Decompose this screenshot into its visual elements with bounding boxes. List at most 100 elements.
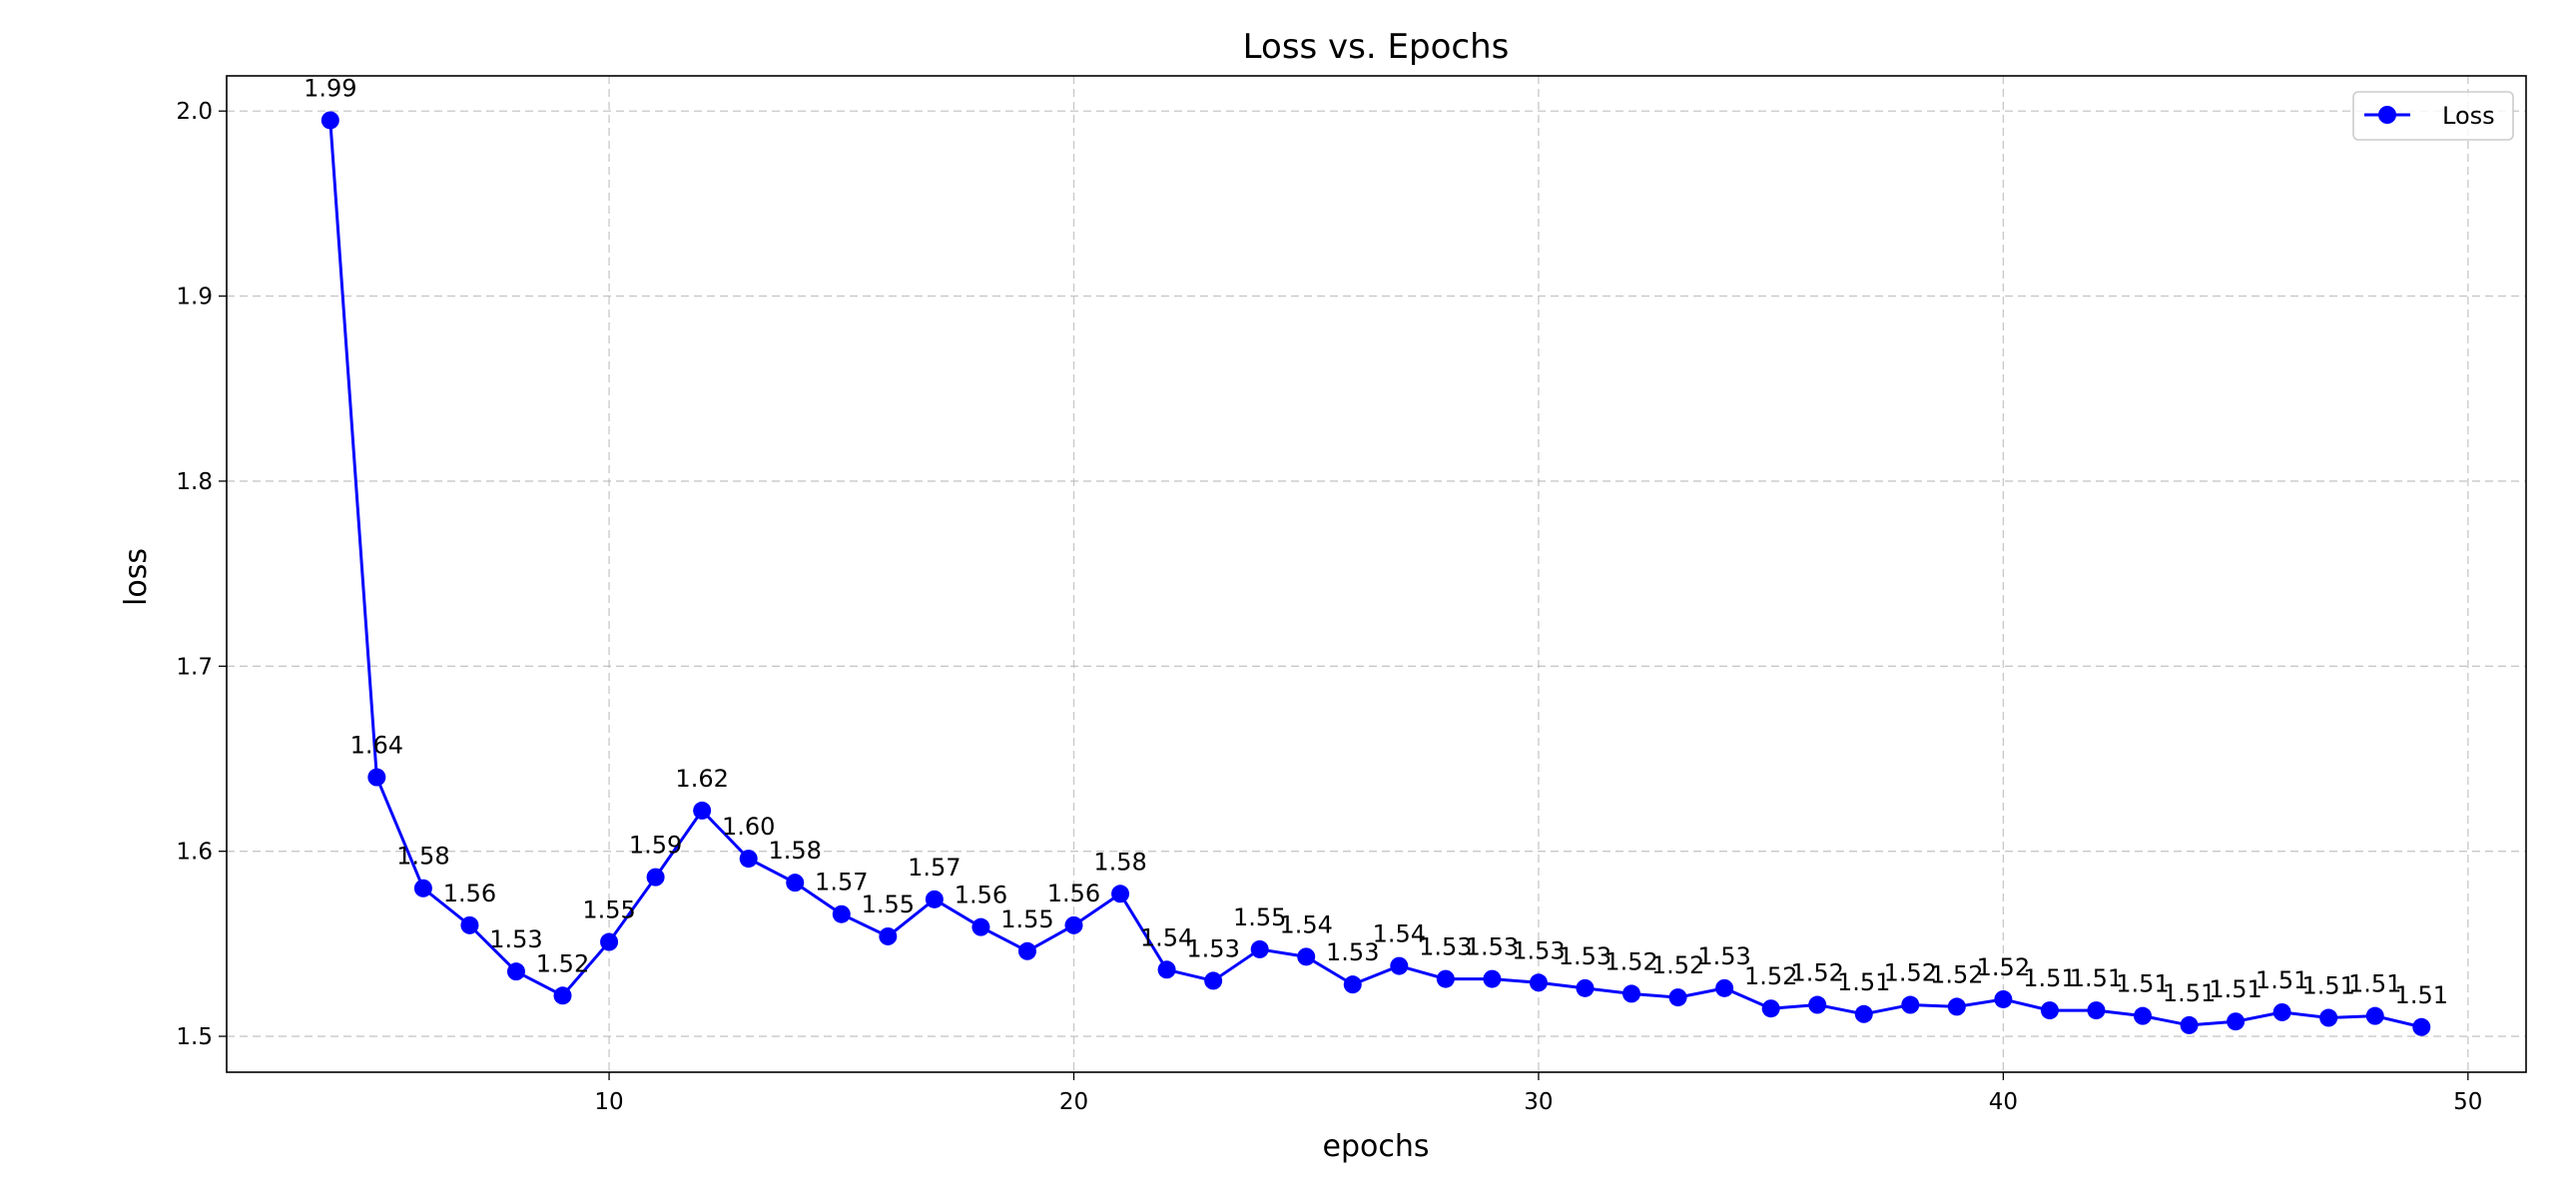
data-label: 1.55: [1233, 903, 1286, 931]
y-tick-label: 1.7: [176, 654, 213, 680]
data-label: 1.52: [536, 949, 589, 977]
data-label: 1.64: [350, 732, 403, 760]
y-tick-label: 1.5: [176, 1024, 213, 1050]
data-labels: 1.991.641.581.561.531.521.551.591.621.60…: [304, 74, 2448, 1008]
chart-title: Loss vs. Epochs: [1243, 27, 1510, 67]
data-point: [1483, 969, 1502, 988]
data-label: 1.51: [2023, 964, 2076, 992]
data-point: [506, 962, 525, 981]
data-point: [1017, 941, 1036, 960]
legend-marker-icon: [2378, 106, 2396, 124]
y-axis-ticks: 1.5 1.6 1.7 1.8 1.9 2.0: [176, 99, 227, 1050]
data-label: 1.51: [2209, 975, 2261, 1003]
data-label: 1.56: [955, 882, 1007, 909]
data-point: [2227, 1012, 2246, 1031]
data-point: [1157, 960, 1176, 979]
data-label: 1.51: [2255, 966, 2308, 994]
grid: [227, 76, 2526, 1072]
y-tick-label: 1.8: [176, 469, 213, 495]
data-point: [1901, 995, 1920, 1014]
data-point: [1250, 939, 1269, 958]
data-label: 1.52: [1744, 962, 1797, 990]
data-label: 1.58: [769, 837, 822, 865]
plot-frame: [226, 75, 2527, 1073]
data-label: 1.56: [443, 880, 496, 907]
data-point: [321, 111, 339, 130]
data-label: 1.53: [1326, 938, 1379, 966]
data-point: [1854, 1004, 1873, 1023]
data-label: 1.51: [2163, 979, 2216, 1007]
data-label: 1.52: [1790, 959, 1843, 987]
data-label: 1.53: [1186, 934, 1239, 962]
data-point: [1390, 956, 1409, 975]
data-point: [971, 917, 990, 936]
data-point: [553, 986, 572, 1005]
loss-line: [328, 120, 2422, 1029]
data-label: 1.57: [815, 869, 868, 897]
data-label: 1.52: [1884, 959, 1937, 987]
data-point: [1947, 997, 1966, 1016]
y-tick-label: 1.9: [176, 285, 213, 310]
data-point: [1343, 975, 1362, 994]
data-label: 1.53: [1697, 942, 1750, 970]
data-point: [2134, 1006, 2153, 1025]
x-axis-label: epochs: [1323, 1129, 1430, 1164]
x-tick-label: 50: [2453, 1089, 2482, 1115]
data-point: [2180, 1015, 2199, 1034]
data-label: 1.51: [2301, 972, 2354, 1000]
data-label: 1.57: [908, 854, 961, 882]
data-point: [2087, 1001, 2106, 1020]
data-label: 1.52: [1930, 960, 1983, 988]
series-loss: [321, 111, 2431, 1036]
data-label: 1.55: [582, 897, 635, 924]
data-label: 1.53: [489, 925, 542, 953]
data-label: 1.53: [1419, 933, 1472, 961]
data-point: [2365, 1006, 2384, 1025]
y-tick-label: 2.0: [176, 99, 213, 125]
data-point: [1436, 969, 1455, 988]
data-label: 1.51: [2116, 970, 2169, 998]
data-point: [1064, 915, 1083, 934]
x-tick-label: 30: [1524, 1089, 1553, 1115]
data-label: 1.53: [1512, 936, 1565, 964]
data-point: [2272, 1002, 2291, 1021]
data-point: [739, 850, 758, 869]
x-tick-label: 20: [1059, 1089, 1088, 1115]
data-point: [786, 874, 805, 893]
data-point: [832, 904, 851, 923]
data-point: [1994, 989, 2013, 1008]
data-point: [1576, 978, 1595, 997]
data-label: 1.54: [1140, 923, 1193, 951]
data-point: [1204, 971, 1223, 990]
data-point: [693, 801, 712, 820]
data-point: [1668, 988, 1687, 1007]
data-point: [1761, 999, 1780, 1018]
y-tick-label: 1.6: [176, 840, 213, 866]
data-point: [600, 932, 619, 951]
data-point: [367, 768, 386, 787]
data-label: 1.56: [1047, 880, 1100, 907]
x-tick-label: 40: [1989, 1089, 2018, 1115]
data-label: 1.55: [1000, 905, 1053, 933]
x-tick-label: 10: [594, 1089, 623, 1115]
data-point: [2412, 1017, 2431, 1036]
data-label: 1.53: [1466, 933, 1519, 961]
data-point: [1111, 885, 1130, 903]
data-label: 1.51: [2070, 964, 2123, 992]
data-label: 1.60: [722, 813, 775, 841]
data-label: 1.53: [1559, 942, 1611, 970]
data-label: 1.54: [1373, 920, 1426, 948]
data-point: [646, 868, 665, 887]
data-point: [1808, 995, 1827, 1014]
data-label: 1.99: [304, 74, 356, 102]
legend-box: [2352, 91, 2514, 141]
data-point: [1715, 978, 1734, 997]
data-label: 1.55: [862, 891, 915, 918]
data-point: [1297, 947, 1316, 966]
data-label: 1.52: [1977, 953, 2030, 981]
data-label: 1.51: [2395, 981, 2448, 1009]
data-label: 1.52: [1651, 951, 1704, 979]
data-label: 1.59: [629, 832, 682, 860]
data-point: [413, 879, 432, 898]
